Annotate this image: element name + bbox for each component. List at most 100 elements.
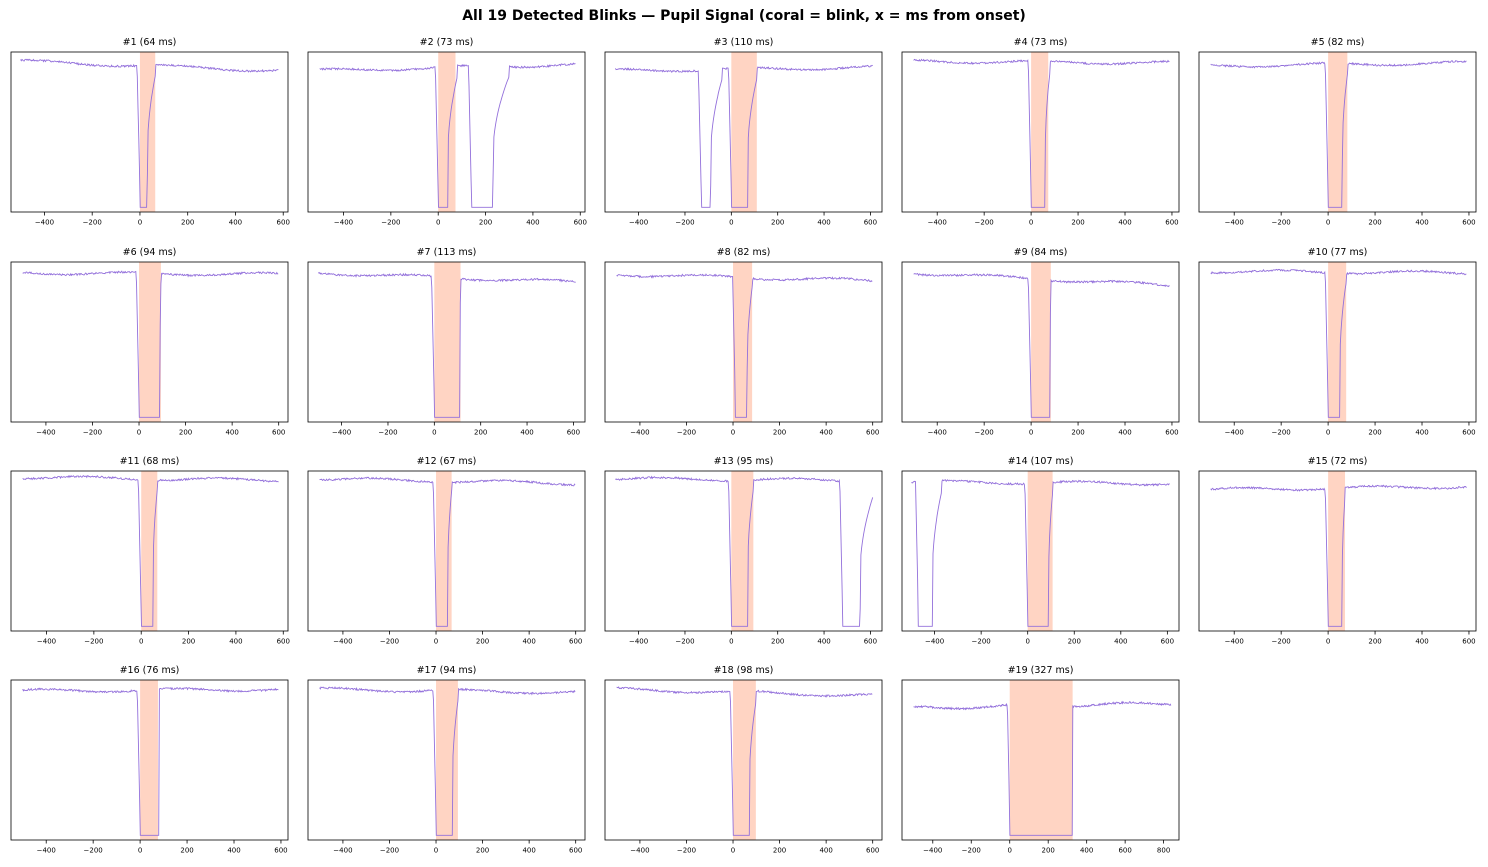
x-tick-label: 0 [729,219,733,227]
x-tick-label: −400 [630,429,649,437]
x-tick-label: −200 [1272,638,1291,646]
pupil-signal-line [22,686,279,836]
x-tick-label: 400 [229,638,242,646]
x-tick-label: 400 [1114,638,1127,646]
blink-span [1328,52,1348,212]
x-tick-label: −400 [925,638,944,646]
x-tick-label: 0 [1029,429,1033,437]
x-tick-label: 200 [180,847,193,855]
x-tick-label: 200 [773,847,786,855]
blink-span [438,52,456,212]
x-tick-label: −400 [37,638,56,646]
subplot-title: #16 (76 ms) [120,665,180,676]
x-tick-label: 0 [138,847,142,855]
x-tick-label: 600 [1165,219,1178,227]
subplot-title: #5 (82 ms) [1311,37,1365,48]
x-tick-label: −200 [1272,219,1291,227]
x-tick-label: −400 [35,219,54,227]
x-tick-label: 0 [1326,219,1330,227]
x-tick-label: 600 [569,638,582,646]
x-tick-label: 0 [137,429,141,437]
subplot-title: #9 (84 ms) [1014,247,1068,258]
subplot-title: #11 (68 ms) [120,456,180,467]
x-tick-label: −400 [37,847,56,855]
x-tick-label: 0 [731,429,735,437]
subplot-6: #6 (94 ms) −400 −200 0 200 400 600 [10,247,289,437]
x-tick-label: 0 [1326,429,1330,437]
subplot-8: #8 (82 ms) −400 −200 0 200 400 600 [604,247,883,437]
x-tick-label: 0 [432,429,436,437]
x-tick-label: 400 [225,429,238,437]
x-tick-label: 200 [476,847,489,855]
axes-frame [10,679,289,841]
x-tick-label: 400 [526,219,539,227]
x-tick-label: 400 [1415,219,1428,227]
blink-span [733,680,756,840]
x-tick-label: −200 [380,847,399,855]
x-tick-label: 600 [1161,638,1174,646]
subplot-title: #7 (113 ms) [417,247,477,258]
x-tick-label: 0 [1007,847,1011,855]
axes-frame [604,470,883,632]
x-tick-label: −200 [380,638,399,646]
axes-frame [307,679,586,841]
x-tick-label: 600 [1118,847,1131,855]
axes-frame [604,261,883,423]
x-tick-label: −400 [928,219,947,227]
x-tick-label: 400 [817,638,830,646]
subplot-13: #13 (95 ms) −400 −200 0 200 400 600 [604,456,883,646]
subplot-10: #10 (77 ms) −400 −200 0 200 400 600 [1198,247,1477,437]
x-tick-label: 0 [436,219,440,227]
x-tick-label: 400 [1415,429,1428,437]
axes-frame [1198,51,1477,213]
subplot-title: #6 (94 ms) [123,247,177,258]
x-tick-label: 600 [1462,219,1475,227]
x-tick-label: −200 [975,429,994,437]
pupil-signal-line [1210,484,1467,627]
x-tick-label: 400 [227,847,240,855]
axes-frame [901,679,1180,841]
pupil-signal-line [615,64,873,208]
x-tick-label: −400 [334,219,353,227]
x-tick-label: 0 [434,638,438,646]
pupil-signal-line [1210,60,1467,208]
pupil-signal-line [319,62,576,208]
subplot-title: #13 (95 ms) [714,456,774,467]
x-tick-label: 200 [1071,429,1084,437]
x-tick-label: −200 [84,638,103,646]
x-tick-label: −200 [83,429,102,437]
blink-span [140,680,158,840]
x-tick-label: 400 [1118,429,1131,437]
blink-span [139,52,156,212]
blink-span [436,471,452,631]
x-tick-label: 600 [277,638,290,646]
x-tick-label: −200 [675,219,694,227]
subplot-3: #3 (110 ms) −400 −200 0 200 400 600 [604,37,883,227]
x-tick-label: −400 [332,429,351,437]
x-tick-label: −200 [962,847,981,855]
axes-frame [1198,470,1477,632]
x-tick-label: −400 [1225,429,1244,437]
blink-span [1009,680,1073,840]
x-tick-label: 400 [817,219,830,227]
x-tick-label: −400 [629,219,648,227]
x-tick-label: 400 [1080,847,1093,855]
x-tick-label: −200 [677,429,696,437]
x-tick-label: 200 [771,219,784,227]
x-tick-label: 200 [1042,847,1055,855]
x-tick-label: 0 [139,638,143,646]
axes-frame [901,51,1180,213]
x-tick-label: −200 [975,219,994,227]
subplot-title: #12 (67 ms) [417,456,477,467]
x-tick-label: −200 [378,429,397,437]
axes-frame [10,261,289,423]
x-tick-label: −200 [381,219,400,227]
pupil-signal-line [319,686,576,836]
blink-span [731,471,754,631]
subplot-2: #2 (73 ms) −400 −200 0 200 400 600 [307,37,587,227]
subplot-11: #11 (68 ms) −400 −200 0 200 400 600 [10,456,290,646]
axes-frame [10,470,289,632]
x-tick-label: 600 [574,219,587,227]
axes-frame [604,51,883,213]
x-tick-label: −200 [972,638,991,646]
